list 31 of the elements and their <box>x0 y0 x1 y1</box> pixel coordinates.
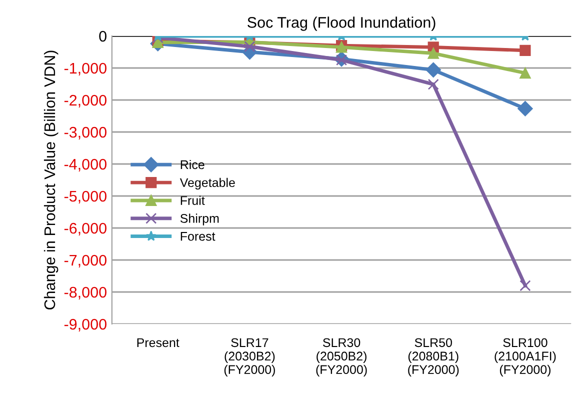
y-axis-title: Change in Product Value (Billion VDN) <box>44 50 58 310</box>
x-tick-label: Present <box>137 338 180 348</box>
y-tick-label: -6,000 <box>64 222 106 236</box>
y-tick-label: 0 <box>99 30 106 42</box>
x-tick-label: SLR17 (2030B2) (FY2000) <box>224 338 275 376</box>
point <box>520 280 531 292</box>
legend-label: Shirpm <box>180 214 219 226</box>
point <box>428 78 439 90</box>
y-tick-label: -4,000 <box>64 158 106 172</box>
legend-label: Rice <box>180 160 204 170</box>
point <box>520 44 531 56</box>
point <box>426 62 441 78</box>
point <box>518 101 533 116</box>
y-tick-label: -9,000 <box>64 318 106 332</box>
legend-label: Forest <box>180 232 216 241</box>
point <box>336 54 348 66</box>
y-tick-label: -1,000 <box>64 62 106 76</box>
x-tick-label: SLR100 (2100A1FI) (FY2000) <box>494 338 556 376</box>
x-tick-label: SLR50 (2080B1) (FY2000) <box>408 338 459 376</box>
x-tick-label: SLR30 (2050B2) (FY2000) <box>316 338 367 376</box>
legend-label: Fruit <box>180 196 205 205</box>
y-tick-label: -2,000 <box>64 94 106 108</box>
y-tick-label: -8,000 <box>64 286 106 300</box>
chart-title: Soc Trag (Flood Inundation) <box>248 16 436 31</box>
y-tick-label: -3,000 <box>64 126 106 140</box>
point <box>520 68 531 79</box>
legend-label: Vegetable <box>180 178 235 190</box>
point <box>428 48 439 59</box>
y-tick-label: -7,000 <box>64 254 106 268</box>
point <box>244 41 256 52</box>
y-tick-label: -5,000 <box>64 190 106 204</box>
